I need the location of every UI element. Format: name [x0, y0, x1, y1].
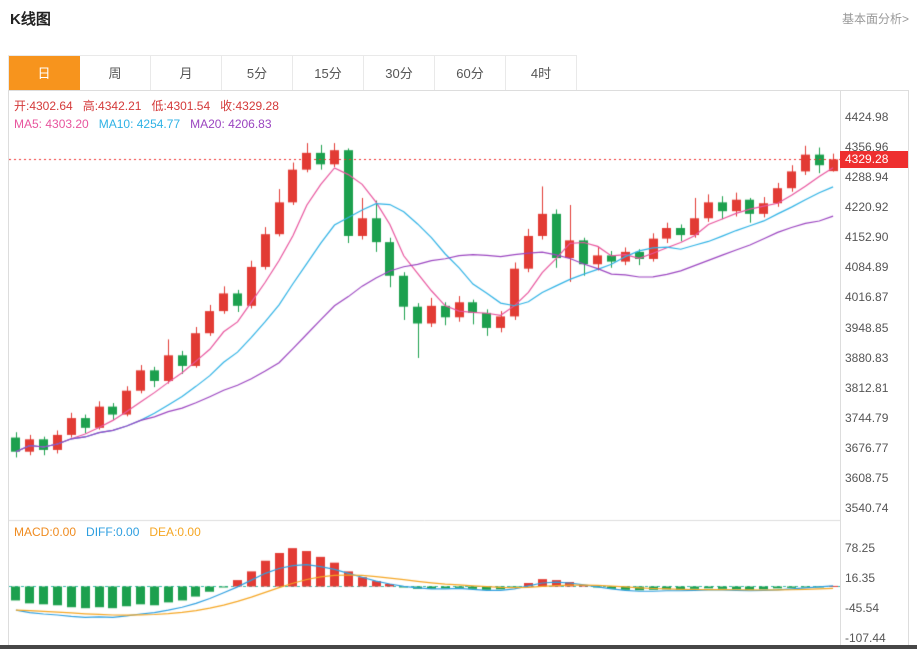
price-axis-label: 3812.81 [845, 380, 889, 395]
price-axis-label: 4356.96 [845, 140, 889, 155]
chart-box: 开:4302.64 高:4342.21 低:4301.54 收:4329.28 MA5… [8, 90, 909, 647]
macd-axis-label: -107.44 [845, 630, 886, 645]
macd-axis-label: 78.25 [845, 541, 876, 556]
tab-15min[interactable]: 15分 [293, 56, 364, 91]
ma-ma20: MA20: 4206.83 [190, 117, 272, 131]
price-axis-label: 4084.89 [845, 260, 889, 275]
macd-macd: MACD:0.00 [14, 525, 77, 539]
tab-week[interactable]: 周 [80, 56, 151, 91]
price-axis-label: 3608.75 [845, 470, 889, 485]
price-axis-label: 3676.77 [845, 440, 889, 455]
timeframe-tabs: 日周月 5分 15分 30分 60分 4时 [8, 55, 577, 91]
tab-5min[interactable]: 5分 [222, 56, 293, 91]
price-axis-label: 3540.74 [845, 500, 889, 515]
page-title: K线图 [10, 11, 51, 28]
price-axis-label: 4016.87 [845, 290, 889, 305]
price-axis-label: 3744.79 [845, 410, 889, 425]
ma-ma10: MA10: 4254.77 [98, 117, 181, 131]
price-axis: 4424.98 4356.96 4288.94 4220.92 4152.90 4084.… [840, 91, 908, 646]
ma-legend: MA5: 4303.20 MA10: 4254.77 MA20: 4206.83 [14, 117, 282, 131]
price-axis-label: 3880.83 [845, 350, 889, 365]
tab-30min[interactable]: 30分 [364, 56, 435, 91]
macd-indicator-legend: MACD:0.00 DIFF:0.00 DEA:0.00 [14, 525, 211, 539]
macd-dea: DEA:0.00 [149, 525, 201, 539]
ohlc-close: 收:4329.28 [220, 99, 279, 113]
bottom-bar [0, 645, 917, 649]
kline-chart-canvas[interactable] [9, 91, 840, 646]
price-axis-label: 4152.90 [845, 230, 889, 245]
ma-ma5: MA5: 4303.20 [14, 117, 89, 131]
tab-4hour[interactable]: 4时 [506, 56, 577, 91]
price-axis-label: 3948.85 [845, 320, 889, 335]
current-price-tag: 4329.28 [840, 151, 908, 169]
ohlc-legend: 开:4302.64 高:4342.21 低:4301.54 收:4329.28 [14, 97, 289, 114]
price-axis-label: 4424.98 [845, 110, 889, 125]
ohlc-open: 开:4302.64 [14, 99, 73, 113]
tab-60min[interactable]: 60分 [435, 56, 506, 91]
fundamental-analysis-link[interactable]: 基本面分析> [841, 12, 909, 26]
macd-axis-label: -45.54 [845, 600, 880, 615]
macd-diff: DIFF:0.00 [86, 525, 140, 539]
price-axis-label: 4220.92 [845, 200, 889, 215]
ohlc-low: 低:4301.54 [151, 99, 211, 113]
tab-day[interactable]: 日 [9, 56, 80, 91]
ohlc-high: 高:4342.21 [82, 99, 142, 113]
tab-month[interactable]: 月 [151, 56, 222, 91]
macd-axis-label: 16.35 [845, 571, 876, 585]
price-axis-label: 4288.94 [845, 170, 889, 185]
